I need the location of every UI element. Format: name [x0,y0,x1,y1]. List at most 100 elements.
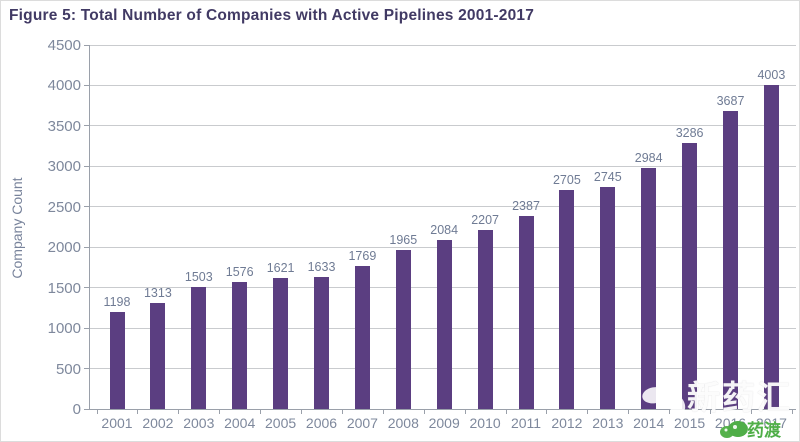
gridline-3500 [89,125,796,127]
x-boundary-tick-0 [96,409,98,414]
x-tick-label-2011: 2011 [510,415,542,431]
y-tick-label-1500: 1500 [47,279,81,297]
x-tick-label-2007: 2007 [346,415,378,431]
bar-2010 [477,230,493,409]
bar-value-label-2008: 1965 [389,233,418,248]
y-axis-line [89,45,90,409]
bar-2009 [436,240,452,409]
x-boundary-tick-2 [178,409,180,414]
bar-2011 [518,215,534,409]
x-tick-label-2002: 2002 [142,415,174,431]
bar-value-label-2015: 3286 [675,126,704,141]
y-tick-label-4000: 4000 [47,77,81,95]
y-tick-label-2000: 2000 [47,239,81,257]
x-boundary-tick-7 [382,409,384,414]
bar-2006 [314,276,329,409]
x-tick-label-2015: 2015 [674,415,706,431]
x-tick-label-2008: 2008 [387,415,419,431]
bar-value-label-2011: 2387 [512,198,540,213]
x-tick-label-2001: 2001 [101,415,133,431]
bar-2001 [109,312,125,409]
x-boundary-tick-12 [587,409,589,414]
x-boundary-tick-15 [710,409,712,414]
y-tick-label-3000: 3000 [47,158,81,176]
bar-value-label-2003: 1503 [184,270,213,285]
bar-value-label-2013: 2745 [593,169,622,184]
bar-value-label-2007: 1769 [348,248,377,263]
x-boundary-tick-3 [219,409,221,414]
x-tick-label-2012: 2012 [551,415,583,431]
bar-2014 [641,167,657,409]
bar-value-label-2005: 1621 [266,260,295,275]
y-tick-4500 [84,44,89,46]
y-tick-1500 [84,287,89,289]
x-boundary-tick-11 [546,409,548,414]
leaf-icon [720,421,748,438]
bar-value-label-2016: 3687 [716,93,745,108]
x-tick-label-2005: 2005 [265,415,297,431]
x-tick-label-2006: 2006 [305,415,338,431]
yaodu-watermark: 药渡 [747,421,781,440]
gridline-3000 [89,165,796,167]
bar-2016 [723,110,738,409]
bar-2004 [232,281,248,409]
y-tick-3500 [84,125,89,127]
x-tick-label-2017: 2017 [755,415,787,431]
y-tick-label-1000: 1000 [47,320,81,338]
bar-value-label-2004: 1576 [225,264,254,279]
y-tick-4000 [84,84,89,86]
x-boundary-tick-6 [341,409,343,414]
x-tick-label-2009: 2009 [428,415,460,431]
x-boundary-tick-14 [669,409,671,414]
pinwheel-icon [642,369,686,414]
bar-value-label-2006: 1633 [307,259,336,274]
y-tick-2500 [84,206,89,208]
bar-2012 [559,190,575,409]
x-boundary-tick-9 [464,409,466,414]
y-tick-label-3500: 3500 [47,117,81,135]
bar-2015 [682,143,698,409]
x-boundary-tick-4 [260,409,262,414]
x-boundary-tick-10 [505,409,507,414]
bar-2002 [150,302,166,409]
x-boundary-tick-5 [301,409,303,414]
bar-value-label-2017: 4003 [757,68,786,83]
bar-2005 [273,277,289,409]
bar-value-label-2002: 1313 [143,285,172,300]
gridline-2500 [89,206,796,208]
y-tick-0 [84,408,89,410]
bar-value-label-2010: 2207 [471,213,499,228]
y-tick-label-500: 500 [55,360,81,378]
x-tick-label-2003: 2003 [183,415,215,431]
x-axis-line [89,409,796,410]
bar-2007 [354,265,370,409]
y-tick-2000 [84,246,89,248]
brand-watermark: 新药汇 [687,379,792,416]
bar-value-label-2001: 1198 [103,295,131,310]
gridline-4500 [89,44,796,46]
gridline-4000 [89,84,796,86]
bar-2003 [191,287,207,409]
bar-value-label-2009: 2084 [430,223,459,238]
x-boundary-tick-13 [628,409,630,414]
y-tick-label-4500: 4500 [47,37,81,54]
bar-2017 [763,85,779,409]
y-tick-label-2500: 2500 [47,198,81,216]
x-boundary-tick-1 [137,409,139,414]
x-tick-label-2004: 2004 [224,415,256,431]
bar-2008 [395,250,411,409]
bar-value-label-2014: 2984 [634,150,663,165]
y-axis-title: Company Count [9,177,25,279]
chart-title: Figure 5: Total Number of Companies with… [9,7,535,24]
x-tick-label-2010: 2010 [469,415,501,431]
bar-value-label-2012: 2705 [552,173,581,188]
y-tick-label-0: 0 [72,401,81,418]
x-boundary-tick-8 [423,409,425,414]
x-tick-label-2013: 2013 [592,415,624,431]
y-tick-3000 [84,165,89,167]
y-tick-1000 [84,327,89,329]
y-tick-500 [84,368,89,370]
x-boundary-tick-16 [750,409,752,414]
bar-2013 [600,186,616,409]
